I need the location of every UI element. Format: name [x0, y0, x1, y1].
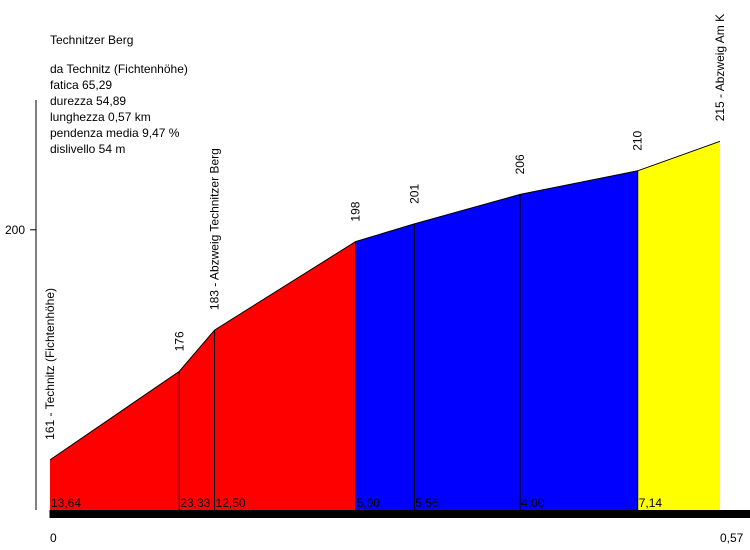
info-line: fatica 65,29: [50, 78, 112, 92]
gradient-label: 7,14: [639, 496, 663, 510]
info-line: da Technitz (Fichtenhöhe): [50, 62, 188, 76]
gradient-label: 12,50: [216, 496, 246, 510]
x-tick-label: 0,57: [720, 531, 744, 545]
segment: [355, 223, 415, 510]
gradient-label: 23,33: [180, 496, 210, 510]
y-tick-label: 200: [5, 223, 25, 237]
point-label: 183 - Abzweig Technitzer Berg: [208, 148, 222, 310]
point-label: 161 - Technitz (Fichtenhöhe): [43, 288, 57, 440]
point-label: 210: [631, 130, 645, 150]
point-label: 198: [349, 201, 363, 221]
segment: [637, 141, 720, 510]
gradient-label: 13,64: [51, 496, 81, 510]
segment: [214, 241, 356, 510]
x-axis-bar: [50, 510, 750, 518]
info-line: dislivello 54 m: [50, 142, 125, 156]
info-line: durezza 54,89: [50, 94, 126, 108]
point-label: 215 - Abzweig Am K: [713, 14, 727, 121]
segment: [179, 330, 215, 510]
gradient-label: 4,00: [521, 496, 545, 510]
point-label: 176: [172, 331, 186, 351]
segment: [520, 170, 638, 510]
point-label: 206: [513, 154, 527, 174]
x-tick-label: 0: [50, 531, 57, 545]
segment: [50, 371, 180, 510]
point-label: 201: [407, 184, 421, 204]
info-line: pendenza media 9,47 %: [50, 126, 180, 140]
gradient-label: 5,56: [415, 496, 439, 510]
info-line: lunghezza 0,57 km: [50, 110, 151, 124]
segment: [414, 194, 521, 510]
chart-title: Technitzer Berg: [50, 33, 133, 47]
profile-line: [49, 140, 721, 461]
gradient-label: 5,00: [357, 496, 381, 510]
